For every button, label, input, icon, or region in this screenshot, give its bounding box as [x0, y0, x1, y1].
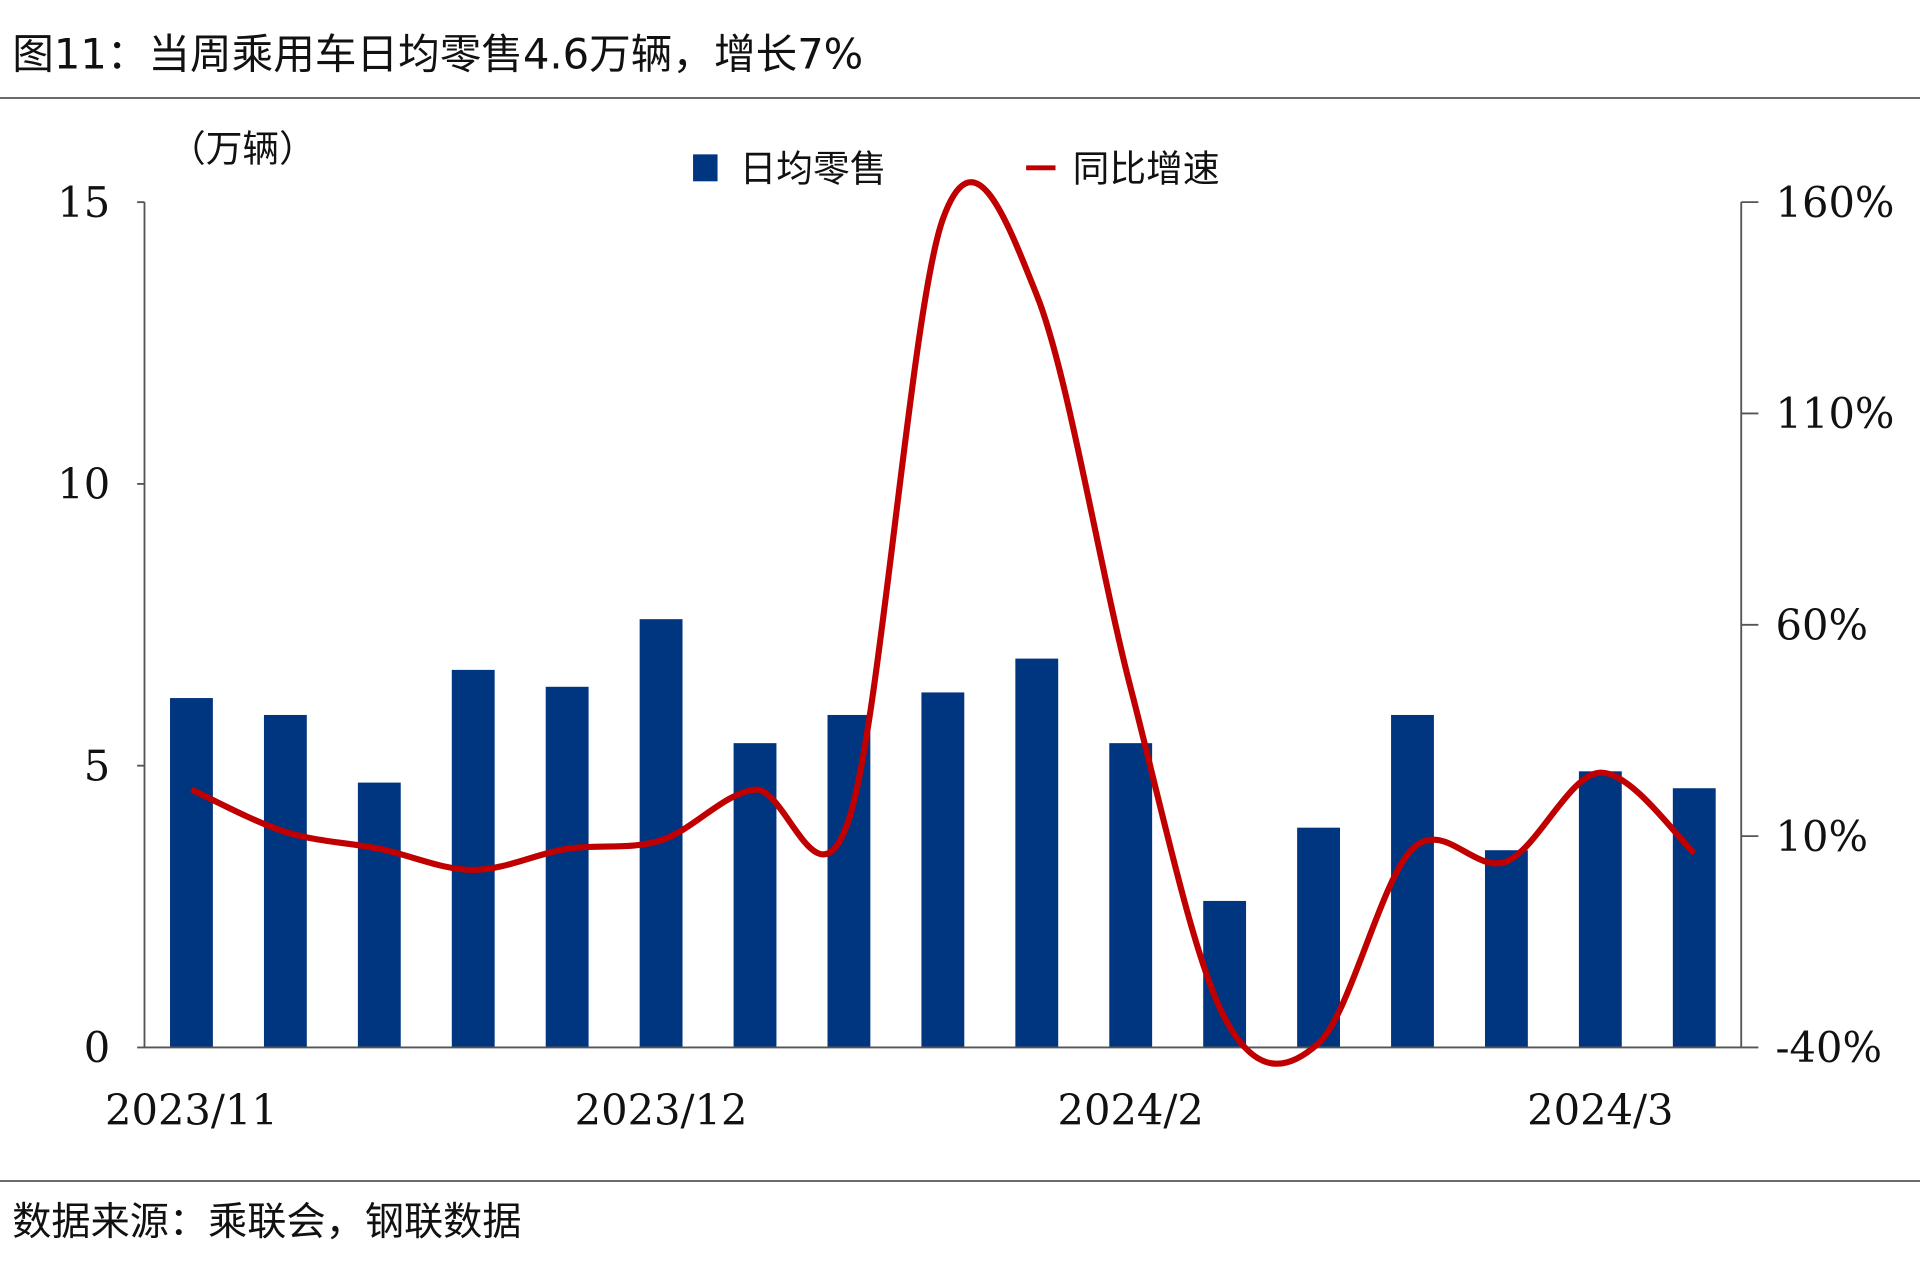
bar-4: [451, 669, 495, 1048]
x-tick-label: 2023/12: [575, 1086, 748, 1135]
bar-11: [1109, 743, 1153, 1048]
bar-15: [1484, 850, 1528, 1048]
data-source: 数据来源：乘联会，钢联数据: [12, 1200, 521, 1245]
right-tick-label: 160%: [1776, 178, 1895, 227]
x-tick-label: 2024/2: [1057, 1086, 1203, 1135]
right-tick-label: 60%: [1776, 600, 1869, 649]
bar-14: [1391, 714, 1434, 1048]
right-tick-label: 110%: [1776, 389, 1895, 438]
x-tick-label: 2023/11: [105, 1086, 278, 1135]
bar-9: [921, 692, 965, 1048]
legend: 日均零售 同比增速: [693, 147, 1220, 190]
left-tick-label: 5: [84, 741, 110, 790]
figure-title: 图11：当周乘用车日均零售4.6万辆，增长7%: [12, 30, 863, 79]
x-tick-label: 2024/3: [1527, 1086, 1673, 1135]
left-tick-label: 0: [84, 1023, 110, 1072]
bar-16: [1578, 771, 1622, 1048]
bar-3: [357, 782, 401, 1048]
bar-5: [545, 686, 589, 1048]
legend-bar-swatch: [693, 154, 718, 182]
bar-1: [170, 698, 213, 1048]
left-tick-label: 15: [57, 178, 110, 227]
bar-13: [1297, 827, 1340, 1048]
legend-line-label: 同比增速: [1073, 147, 1220, 190]
bar-17: [1672, 788, 1716, 1048]
bar-2: [263, 714, 307, 1048]
left-tick-label: 10: [57, 460, 110, 509]
right-tick-label: 10%: [1776, 812, 1869, 861]
legend-bar-label: 日均零售: [740, 147, 887, 190]
left-axis-unit: （万辆）: [169, 128, 316, 171]
right-tick-label: -40%: [1776, 1023, 1883, 1072]
bar-10: [1015, 658, 1059, 1048]
